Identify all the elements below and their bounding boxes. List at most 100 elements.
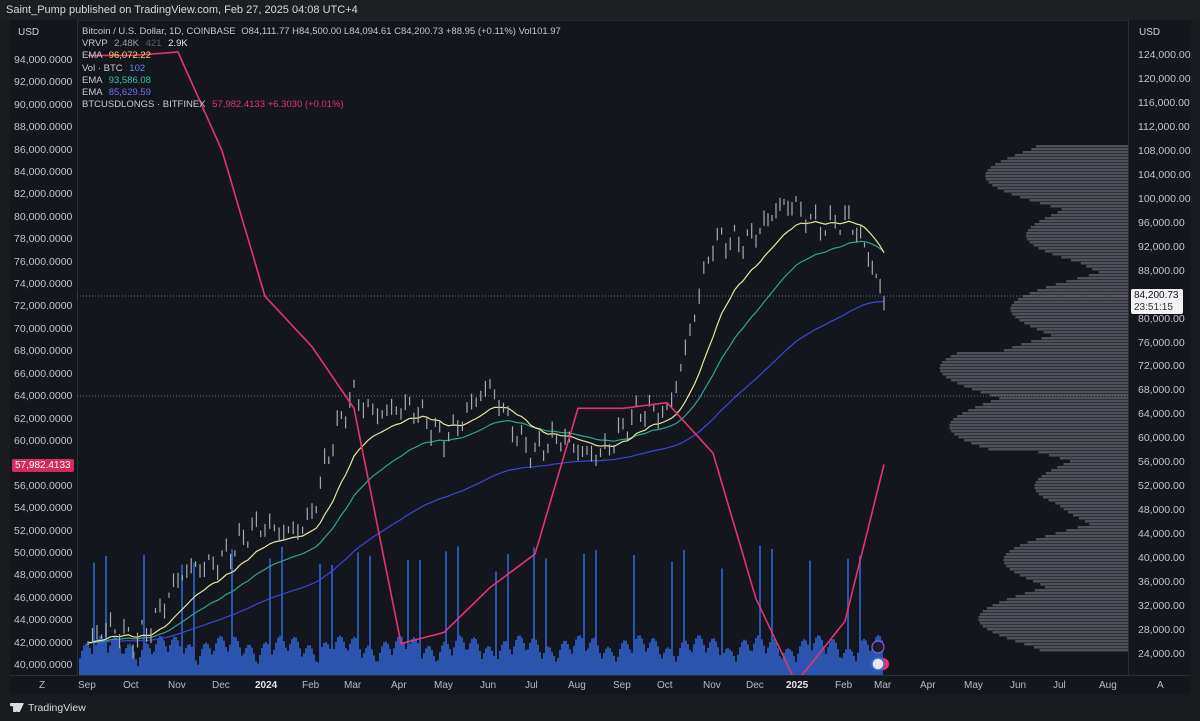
- right-tick-label: 72,000.00: [1138, 360, 1185, 373]
- volume-bar: [877, 635, 879, 675]
- ema1-label: EMA: [82, 50, 103, 62]
- volume-bar: [567, 644, 569, 675]
- left-price-axis[interactable]: [10, 20, 78, 675]
- volume-bar: [487, 646, 489, 675]
- ema3-value: 85,629.59: [108, 87, 151, 99]
- volume-bar: [471, 638, 473, 675]
- legend-ema3-row[interactable]: EMA 85,629.59: [82, 87, 561, 99]
- volume-bar: [321, 647, 323, 675]
- volume-bar: [231, 549, 233, 675]
- volume-bar: [407, 560, 409, 675]
- right-tick-label: 64,000.00: [1138, 408, 1185, 421]
- volume-profile-bar: [1009, 568, 1128, 571]
- auto-scale-button[interactable]: A: [1157, 680, 1164, 691]
- legend-vol-row[interactable]: Vol · BTC 102: [82, 63, 561, 75]
- x-tick-label: Jun: [480, 680, 497, 691]
- volume-bar: [461, 637, 463, 675]
- volume-profile-bar: [1033, 646, 1128, 649]
- volume-bar: [809, 560, 811, 675]
- left-tick-label: 42,000.0000: [14, 636, 73, 649]
- volume-profile-bar: [1085, 520, 1128, 523]
- legend-ema2-row[interactable]: EMA 93,586.08: [82, 75, 561, 87]
- volume-bar: [601, 658, 603, 675]
- volume-profile-bar: [1011, 193, 1128, 196]
- tradingview-logo-icon: [10, 703, 24, 712]
- volume-bar: [569, 649, 571, 675]
- volume-bar: [149, 648, 151, 675]
- volume-profile-bar: [992, 604, 1128, 607]
- right-currency-label: USD: [1139, 27, 1161, 38]
- volume-bar: [97, 639, 99, 675]
- ema3-label: EMA: [82, 87, 103, 99]
- left-tick-label: 68,000.0000: [14, 345, 73, 358]
- x-tick-label: Nov: [168, 680, 186, 691]
- volume-profile-bar: [942, 373, 1128, 376]
- volume-profile-bar: [945, 358, 1128, 361]
- volume-bar: [793, 655, 795, 675]
- legend-ema1-row[interactable]: EMA 96,072.22: [82, 50, 561, 62]
- volume-bar: [519, 635, 521, 675]
- volume-bar: [797, 653, 799, 675]
- left-tick-label: 46,000.0000: [14, 591, 73, 604]
- volume-profile-bar: [942, 361, 1128, 364]
- volume-bar: [301, 656, 303, 675]
- volume-profile-bar: [949, 427, 1128, 430]
- volume-bar: [405, 648, 407, 675]
- volume-bar: [317, 662, 319, 675]
- volume-bar: [657, 646, 659, 675]
- volume-bar: [543, 652, 545, 675]
- volume-bar: [393, 648, 395, 675]
- volume-bar: [875, 637, 877, 675]
- volume-bar: [861, 640, 863, 675]
- volume-bar: [245, 648, 247, 675]
- volume-bar: [515, 640, 517, 675]
- volume-bar: [641, 638, 643, 675]
- right-tick-label: 28,000.00: [1138, 624, 1185, 637]
- volume-bar: [87, 644, 89, 675]
- volume-bar: [835, 642, 837, 675]
- volume-bar: [665, 648, 667, 675]
- volume-profile-bar: [1003, 349, 1128, 352]
- left-tick-label: 60,000.0000: [14, 434, 73, 447]
- volume-bar: [345, 648, 347, 675]
- volume-profile-bar: [1026, 577, 1128, 580]
- volume-bar: [707, 647, 709, 675]
- chart-legend[interactable]: Bitcoin / U.S. Dollar, 1D, COINBASE O84,…: [82, 26, 561, 111]
- volume-bar: [547, 646, 549, 675]
- volume-profile-bar: [953, 418, 1128, 421]
- volume-profile-bar: [992, 631, 1128, 634]
- legend-symbol-row[interactable]: Bitcoin / U.S. Dollar, 1D, COINBASE O84,…: [82, 26, 561, 38]
- left-tick-label: 66,000.0000: [14, 367, 73, 380]
- volume-bar: [571, 653, 573, 675]
- left-tick-label: 62,000.0000: [14, 412, 73, 425]
- zoom-z-button[interactable]: Z: [39, 680, 46, 691]
- volume-bar: [701, 638, 703, 675]
- volume-bar: [751, 651, 753, 675]
- legend-vrvp-row[interactable]: VRVP 2.48K 421 2.9K: [82, 38, 561, 50]
- right-tick-label: 108,000.00: [1138, 144, 1191, 157]
- volume-bar: [787, 648, 789, 675]
- volume-bar: [147, 644, 149, 675]
- volume-profile-bar: [1039, 202, 1128, 205]
- volume-profile-bar: [999, 634, 1128, 637]
- volume-profile-bar: [1063, 463, 1128, 466]
- volume-bar: [117, 639, 119, 675]
- volume-bar: [437, 660, 439, 675]
- volume-bar: [799, 646, 801, 675]
- volume-profile-bar: [1036, 490, 1128, 493]
- volume-bar: [417, 643, 419, 675]
- ema2-value: 93,586.08: [108, 74, 151, 86]
- volume-profile-bar: [957, 382, 1128, 385]
- volume-bar: [455, 640, 457, 675]
- legend-longs-row[interactable]: BTCUSDLONGS · BITFINEX 57,982.4133 +6.30…: [82, 99, 561, 111]
- right-price-axis[interactable]: [1128, 20, 1191, 675]
- volume-bar: [781, 658, 783, 675]
- volume-bar: [651, 638, 653, 675]
- tradingview-logo[interactable]: TradingView: [10, 702, 86, 714]
- volume-profile-bar: [951, 379, 1128, 382]
- volume-profile-bar: [1057, 211, 1128, 214]
- volume-bar: [633, 555, 635, 675]
- price-chart-svg[interactable]: [77, 20, 1128, 675]
- volume-profile-bar: [1045, 535, 1128, 538]
- time-axis[interactable]: [10, 675, 1190, 696]
